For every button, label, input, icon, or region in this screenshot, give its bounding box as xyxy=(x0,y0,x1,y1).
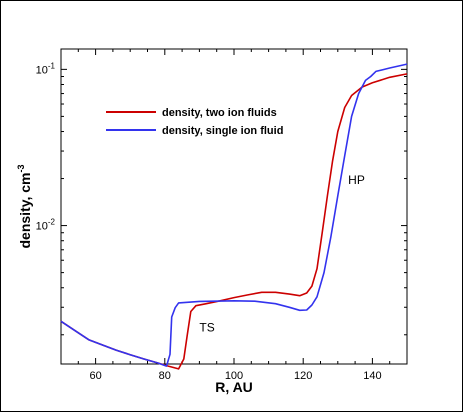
legend: density, two ion fluids density, single … xyxy=(106,107,283,137)
x-tick-label: 100 xyxy=(225,370,243,382)
plot-border xyxy=(60,48,408,365)
plot-area: 60 80 100 120 140 10-2 10-1 xyxy=(36,48,408,382)
annotation-hp: HP xyxy=(348,173,365,187)
x-tick-label: 80 xyxy=(159,370,171,382)
x-tick-label: 140 xyxy=(363,370,381,382)
annotation-ts: TS xyxy=(199,320,214,334)
y-axis-title-exponent: -3 xyxy=(16,164,26,172)
series-lines xyxy=(60,63,408,370)
x-tick-label: 120 xyxy=(294,370,312,382)
legend-label-single-ion: density, single ion fluid xyxy=(162,125,283,137)
series-line-single-ion xyxy=(60,63,408,367)
y-axis-title-main: density, cm xyxy=(17,173,33,249)
y-axis-title: density, cm-3 xyxy=(16,164,33,248)
y-tick-label: 10-1 xyxy=(36,61,56,76)
x-tick-label: 60 xyxy=(89,370,101,382)
legend-label-two-ion: density, two ion fluids xyxy=(162,107,277,119)
y-tick-label: 10-2 xyxy=(36,218,56,233)
axis-ticks: 60 80 100 120 140 10-2 10-1 xyxy=(36,49,408,382)
x-axis-title: R, AU xyxy=(215,379,253,395)
